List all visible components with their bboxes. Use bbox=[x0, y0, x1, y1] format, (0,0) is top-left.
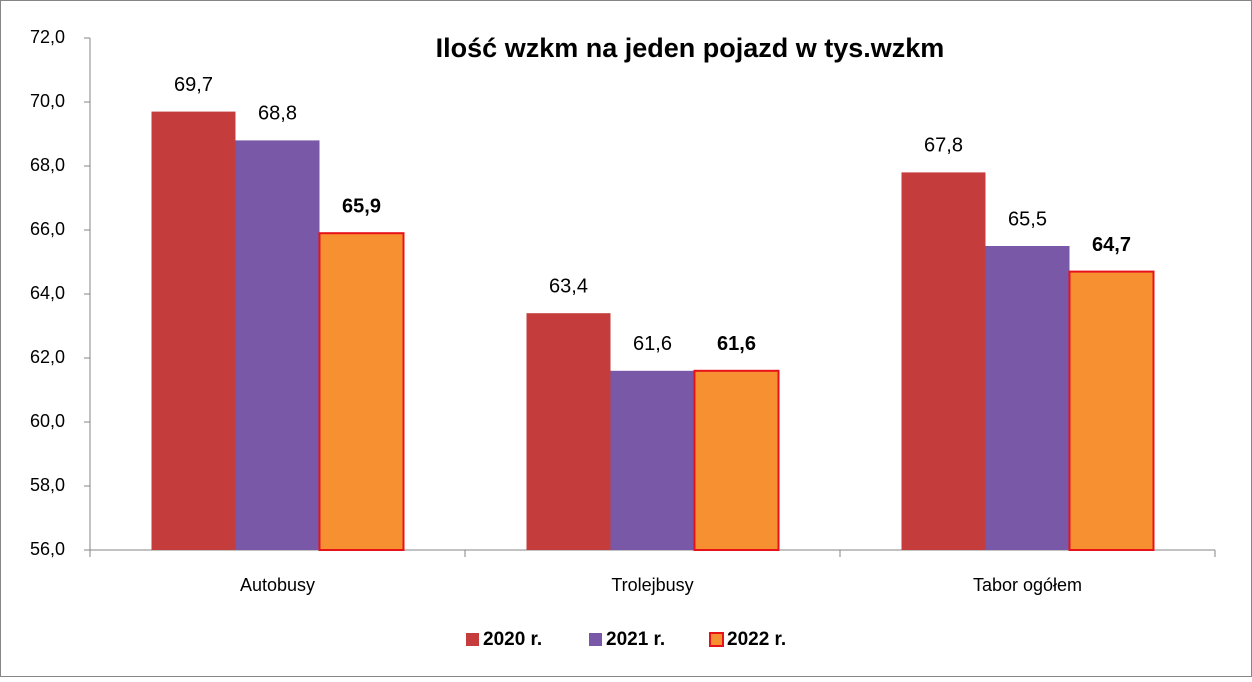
value-label: 65,9 bbox=[342, 195, 381, 217]
value-label: 61,6 bbox=[717, 333, 756, 355]
bar bbox=[318, 232, 405, 551]
y-tick-label: 68,0 bbox=[30, 155, 65, 175]
bar bbox=[526, 313, 611, 550]
legend-label: 2020 r. bbox=[483, 629, 542, 650]
value-label: 69,7 bbox=[174, 74, 213, 96]
y-tick-label: 66,0 bbox=[30, 219, 65, 239]
y-tick-label: 56,0 bbox=[30, 539, 65, 559]
bar bbox=[235, 140, 320, 550]
legend-label: 2022 r. bbox=[727, 629, 786, 650]
value-label: 67,8 bbox=[924, 135, 963, 157]
bar bbox=[693, 369, 780, 551]
x-tick-label: Trolejbusy bbox=[611, 575, 693, 595]
y-tick-label: 60,0 bbox=[30, 411, 65, 431]
legend-swatch bbox=[709, 632, 724, 647]
value-label: 63,4 bbox=[549, 275, 588, 297]
legend-swatch bbox=[466, 633, 479, 646]
y-tick-label: 58,0 bbox=[30, 475, 65, 495]
bar bbox=[151, 111, 236, 550]
bar bbox=[901, 172, 986, 550]
bar bbox=[610, 370, 695, 550]
y-tick-label: 72,0 bbox=[30, 27, 65, 47]
value-label: 61,6 bbox=[633, 333, 672, 355]
y-tick-label: 70,0 bbox=[30, 91, 65, 111]
legend-swatch bbox=[589, 633, 602, 646]
x-tick-label: Autobusy bbox=[240, 575, 315, 595]
legend-label: 2021 r. bbox=[606, 629, 665, 650]
value-label: 65,5 bbox=[1008, 208, 1047, 230]
chart-title: Ilość wzkm na jeden pojazd w tys.wzkm bbox=[436, 33, 945, 63]
value-label: 68,8 bbox=[258, 103, 297, 125]
y-tick-label: 64,0 bbox=[30, 283, 65, 303]
y-tick-label: 62,0 bbox=[30, 347, 65, 367]
bar bbox=[1068, 270, 1155, 551]
value-label: 64,7 bbox=[1092, 234, 1131, 256]
x-tick-label: Tabor ogółem bbox=[973, 575, 1082, 595]
bar bbox=[985, 246, 1070, 550]
